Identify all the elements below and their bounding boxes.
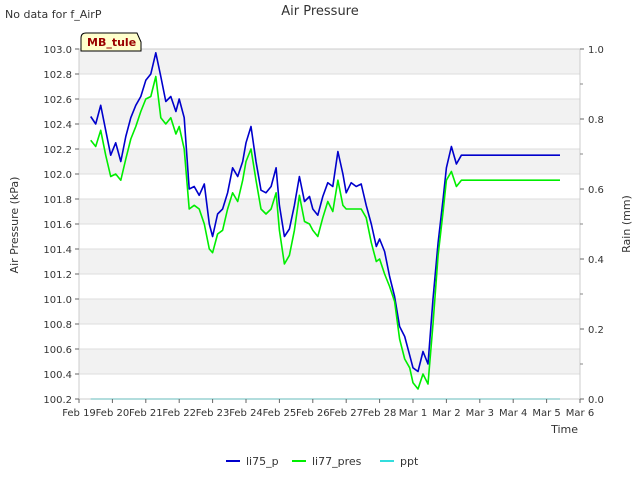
x-tick-label: Feb 26 xyxy=(296,408,330,419)
chart-title: Air Pressure xyxy=(281,4,359,19)
background-band xyxy=(79,49,580,74)
background-band xyxy=(79,199,580,224)
y2-tick-label: 0.6 xyxy=(588,185,604,196)
x-tick-label: Feb 23 xyxy=(196,408,230,419)
series-line-li77_pres xyxy=(90,75,560,390)
background-band xyxy=(79,249,580,274)
site-label-box: MB_tule xyxy=(80,32,142,52)
y-tick-label: 100.6 xyxy=(43,345,72,356)
background-band xyxy=(79,274,580,299)
background-band xyxy=(79,324,580,349)
x-tick-label: Mar 3 xyxy=(466,408,494,419)
site-label: MB_tule xyxy=(87,36,136,49)
x-axis-label: Time xyxy=(550,423,578,436)
y-tick-label: 101.8 xyxy=(43,195,72,206)
y2-axis-label: Rain (mm) xyxy=(620,195,633,253)
y-tick-label: 102.0 xyxy=(43,170,72,181)
legend-label-ppt: ppt xyxy=(400,455,419,468)
background-band xyxy=(79,299,580,324)
y-tick-label: 101.4 xyxy=(43,245,72,256)
y2-tick-label: 0.2 xyxy=(588,325,604,336)
background-band xyxy=(79,124,580,149)
y-tick-label: 100.4 xyxy=(43,370,72,381)
background-band xyxy=(79,224,580,249)
x-tick-label: Feb 21 xyxy=(129,408,163,419)
y-axis-ticks: 100.2 100.4 100.6 100.8 101.0 101.2 101.4 101.6… xyxy=(43,45,79,406)
background-band xyxy=(79,374,580,399)
x-axis-ticks: Feb 19 Feb 20 Feb 21 Feb 22 Feb 23 Feb 24 Feb … xyxy=(62,399,594,419)
x-tick-label: Feb 27 xyxy=(329,408,363,419)
background-band xyxy=(79,174,580,199)
y2-tick-label: 0.4 xyxy=(588,255,604,266)
y-tick-label: 101.0 xyxy=(43,295,72,306)
background-band xyxy=(79,99,580,124)
background-band xyxy=(79,349,580,374)
x-tick-label: Feb 22 xyxy=(162,408,196,419)
y-tick-label: 102.2 xyxy=(43,145,72,156)
y2-axis-ticks: 0.0 0.2 0.4 0.6 0.8 1.0 xyxy=(580,45,604,406)
x-tick-label: Feb 28 xyxy=(363,408,397,419)
x-tick-label: Feb 25 xyxy=(263,408,297,419)
y2-tick-label: 0.0 xyxy=(588,395,604,406)
y-axis-label: Air Pressure (kPa) xyxy=(8,177,21,274)
legend-label-li75_p: li75_p xyxy=(246,455,279,468)
no-data-note: No data for f_AirP xyxy=(5,8,102,21)
background-band xyxy=(79,74,580,99)
y-tick-label: 103.0 xyxy=(43,45,72,56)
background-band xyxy=(79,149,580,174)
y2-tick-label: 0.8 xyxy=(588,115,604,126)
y-tick-label: 102.6 xyxy=(43,95,72,106)
y-tick-label: 102.8 xyxy=(43,70,72,81)
y2-tick-label: 1.0 xyxy=(588,45,604,56)
x-tick-label: Mar 5 xyxy=(532,408,560,419)
x-tick-label: Feb 24 xyxy=(229,408,263,419)
legend-label-li77_pres: li77_pres xyxy=(312,455,362,468)
y-tick-label: 100.8 xyxy=(43,320,72,331)
plot-background-bands xyxy=(79,49,580,399)
y-tick-label: 100.2 xyxy=(43,395,72,406)
x-tick-label: Feb 20 xyxy=(96,408,130,419)
x-tick-label: Mar 1 xyxy=(399,408,427,419)
x-tick-label: Mar 6 xyxy=(566,408,594,419)
series-line-li75_p xyxy=(90,51,560,373)
y-tick-label: 101.6 xyxy=(43,220,72,231)
x-tick-label: Mar 4 xyxy=(499,408,527,419)
legend: li75_p li77_pres ppt xyxy=(226,455,419,468)
x-tick-label: Mar 2 xyxy=(432,408,460,419)
y-tick-label: 101.2 xyxy=(43,270,72,281)
y-tick-label: 102.4 xyxy=(43,120,72,131)
x-tick-label: Feb 19 xyxy=(62,408,96,419)
